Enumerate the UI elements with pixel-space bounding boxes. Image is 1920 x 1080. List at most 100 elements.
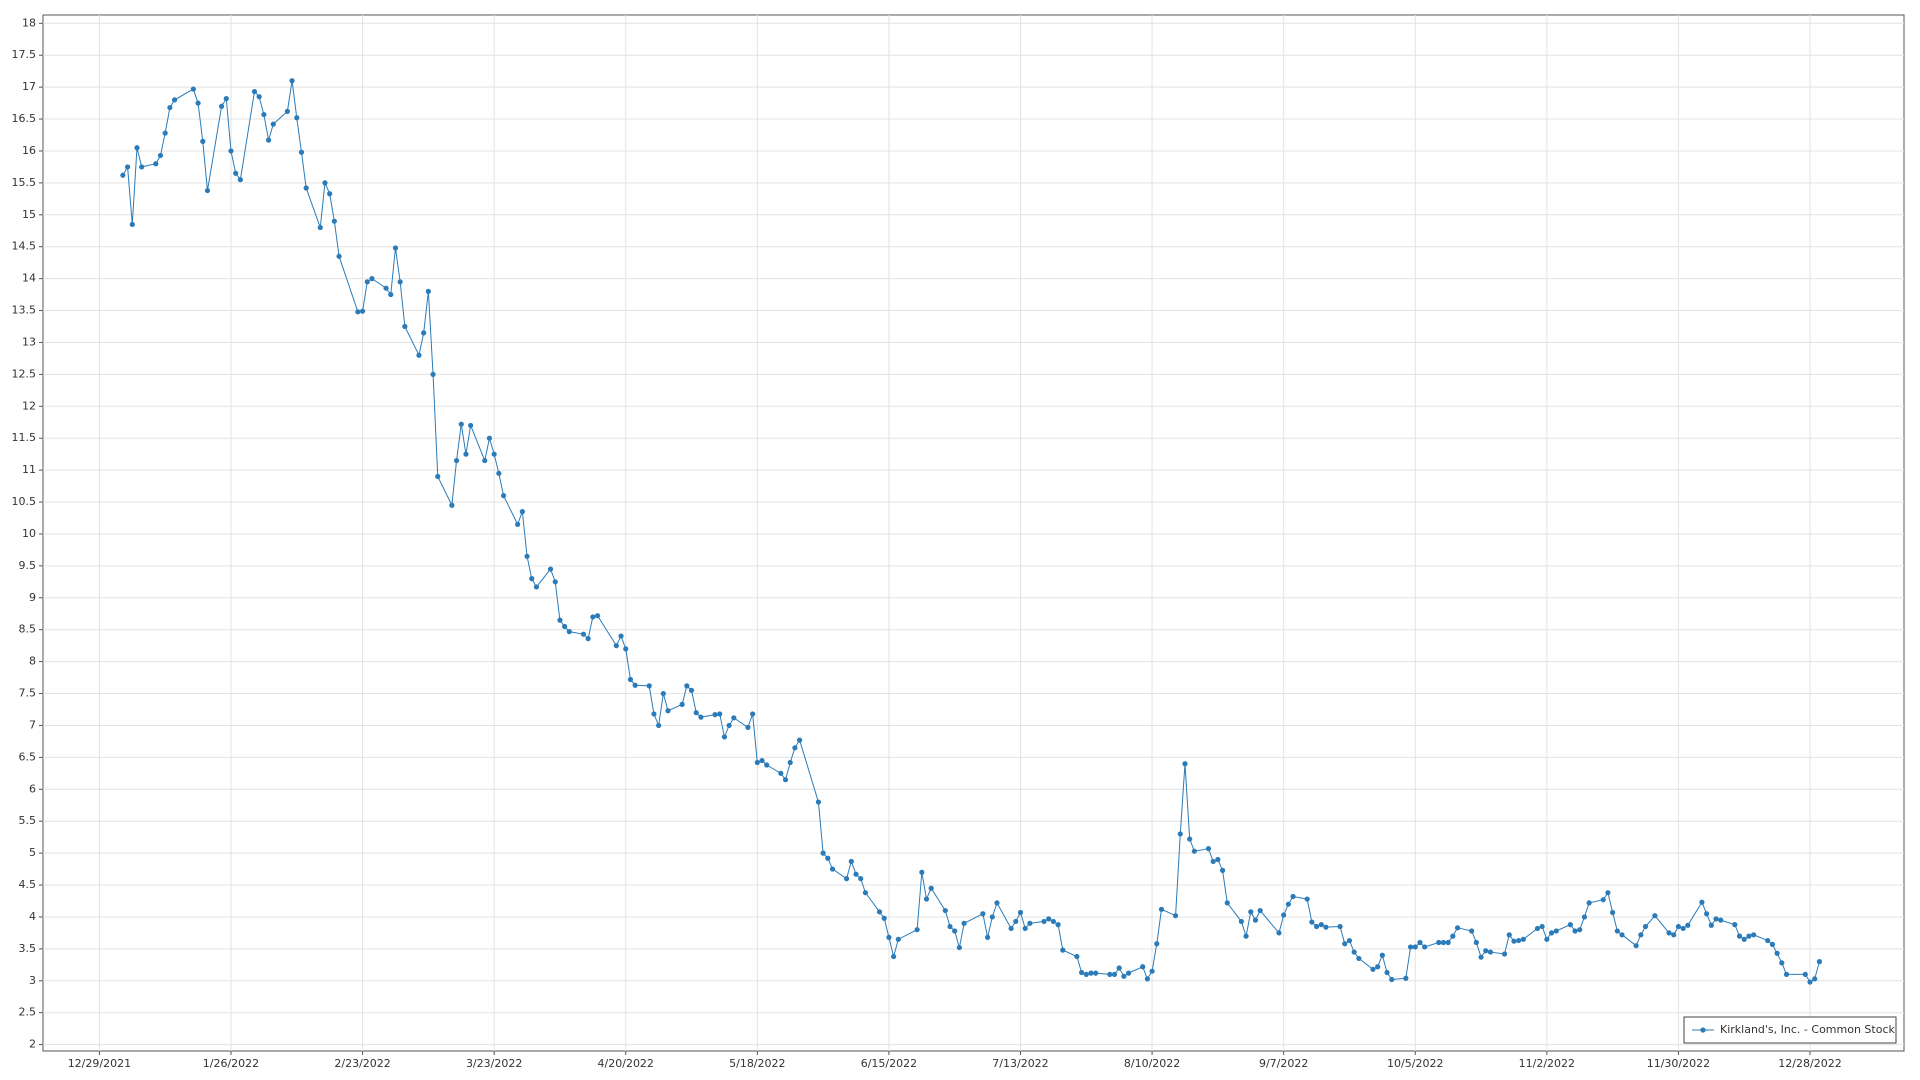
y-tick-label: 15 — [22, 208, 36, 221]
data-point — [1121, 973, 1127, 979]
x-tick-label: 12/29/2021 — [68, 1057, 131, 1070]
data-point — [1779, 960, 1785, 966]
data-point — [322, 180, 328, 186]
data-point — [1248, 909, 1254, 915]
data-point — [1093, 970, 1099, 976]
data-point — [529, 576, 535, 582]
data-point — [1478, 954, 1484, 960]
y-tick-label: 12 — [22, 399, 36, 412]
data-point — [1539, 923, 1545, 930]
data-point — [1417, 939, 1423, 946]
x-tick-label: 8/10/2022 — [1124, 1057, 1180, 1070]
data-point — [1191, 848, 1197, 854]
data-point — [1548, 930, 1555, 936]
x-tick-label: 1/26/2022 — [203, 1057, 259, 1070]
data-point — [1290, 893, 1296, 900]
data-point — [1436, 939, 1442, 946]
x-tick-label: 7/13/2022 — [992, 1057, 1048, 1070]
data-point — [1553, 928, 1559, 934]
data-point — [1454, 925, 1461, 931]
data-point — [618, 633, 624, 639]
data-point — [825, 855, 831, 861]
data-point — [1816, 959, 1823, 965]
data-point — [524, 553, 530, 559]
data-point — [1008, 925, 1014, 932]
y-tick-label: 7 — [29, 718, 36, 731]
data-point — [1769, 941, 1776, 947]
data-point — [750, 711, 756, 717]
data-point — [627, 676, 634, 683]
data-point — [754, 759, 760, 766]
data-point — [792, 745, 798, 751]
data-point — [1544, 936, 1550, 942]
data-point — [1403, 975, 1409, 981]
data-point — [1313, 923, 1320, 930]
data-point — [425, 288, 431, 294]
data-point — [1783, 971, 1790, 978]
y-tick-label: 6.5 — [19, 750, 37, 763]
data-point — [270, 121, 276, 127]
data-point — [961, 920, 967, 926]
legend-box — [1683, 1016, 1897, 1044]
data-point — [1210, 858, 1216, 865]
data-point — [1140, 964, 1146, 970]
data-point — [134, 145, 140, 151]
data-point — [764, 762, 770, 768]
data-point — [1351, 949, 1357, 955]
data-point — [327, 191, 333, 197]
data-point — [782, 777, 789, 783]
data-point — [1078, 969, 1085, 976]
data-point — [1022, 925, 1028, 932]
data-point — [613, 643, 619, 649]
data-point — [449, 502, 455, 508]
data-point — [1614, 928, 1620, 934]
data-point — [942, 907, 948, 914]
x-tick-label: 11/2/2022 — [1519, 1057, 1575, 1070]
data-point — [952, 928, 958, 934]
data-point — [1506, 932, 1512, 938]
data-point — [383, 285, 389, 291]
data-point — [519, 509, 525, 515]
data-point — [1600, 897, 1606, 903]
data-point — [1699, 899, 1705, 905]
data-point — [726, 722, 732, 729]
data-point — [1055, 922, 1061, 928]
x-tick-label: 10/5/2022 — [1387, 1057, 1443, 1070]
data-point — [1111, 971, 1118, 978]
y-tick-label: 3.5 — [19, 942, 37, 955]
data-point — [1149, 968, 1155, 974]
data-point — [298, 149, 305, 155]
y-tick-label: 8 — [29, 655, 36, 668]
data-point — [862, 890, 869, 896]
data-point — [1041, 918, 1047, 925]
data-point — [1107, 971, 1113, 978]
data-point — [1384, 969, 1390, 976]
data-point — [1074, 953, 1080, 960]
data-point — [1741, 936, 1747, 942]
data-point — [1487, 949, 1494, 955]
data-point — [552, 579, 558, 585]
data-point — [1520, 936, 1526, 942]
data-point — [1083, 971, 1089, 978]
data-point — [688, 687, 695, 693]
data-point — [491, 451, 497, 457]
data-point — [1642, 923, 1649, 930]
data-point — [1704, 911, 1710, 917]
data-point — [1422, 944, 1428, 950]
data-point — [562, 623, 568, 630]
data-point — [157, 152, 164, 159]
data-point — [435, 473, 441, 480]
data-point — [1323, 924, 1329, 930]
data-point — [1375, 964, 1381, 970]
data-point — [1337, 923, 1343, 930]
data-point — [656, 722, 662, 729]
data-point — [1675, 923, 1682, 930]
data-point — [223, 96, 229, 102]
data-point — [1318, 922, 1324, 928]
data-point — [515, 521, 521, 527]
data-point — [797, 737, 803, 743]
data-point — [1276, 930, 1282, 936]
data-point — [1610, 909, 1616, 916]
y-tick-label: 2 — [29, 1038, 36, 1051]
y-tick-label: 17.5 — [12, 48, 37, 61]
